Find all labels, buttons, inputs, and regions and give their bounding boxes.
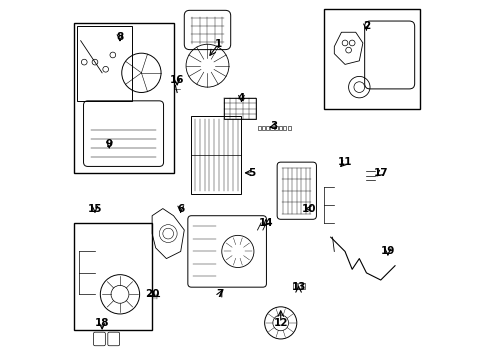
Bar [266,126,270,130]
Text: 3: 3 [270,121,277,131]
Text: 19: 19 [381,247,395,256]
Bar [288,126,291,130]
Text: 7: 7 [216,289,223,299]
Bar [302,283,305,289]
Bar [270,126,273,130]
Text: 15: 15 [88,203,102,213]
Text: 9: 9 [106,139,113,149]
Bar [279,126,282,130]
Bar [297,283,301,289]
Text: 16: 16 [170,75,184,85]
Text: 14: 14 [259,218,274,228]
Text: 1: 1 [215,39,222,49]
Bar [74,223,152,330]
Text: 10: 10 [302,203,317,213]
Text: 11: 11 [338,157,352,167]
Text: 8: 8 [116,32,123,42]
Text: 5: 5 [248,168,256,178]
Text: 6: 6 [177,203,184,213]
Bar [275,126,278,130]
Text: 17: 17 [373,168,388,178]
Text: 12: 12 [273,318,288,328]
Text: 20: 20 [145,289,159,299]
Bar [77,26,132,102]
Bar [262,126,265,130]
Text: 4: 4 [238,93,245,103]
Text: 18: 18 [95,318,109,328]
Bar [258,126,261,130]
Bar [223,98,256,119]
Text: 2: 2 [363,21,370,31]
Text: 13: 13 [292,282,306,292]
Bar [283,126,287,130]
Bar [192,116,242,194]
Bar [323,9,420,109]
Bar [293,283,297,289]
Bar [74,23,173,173]
